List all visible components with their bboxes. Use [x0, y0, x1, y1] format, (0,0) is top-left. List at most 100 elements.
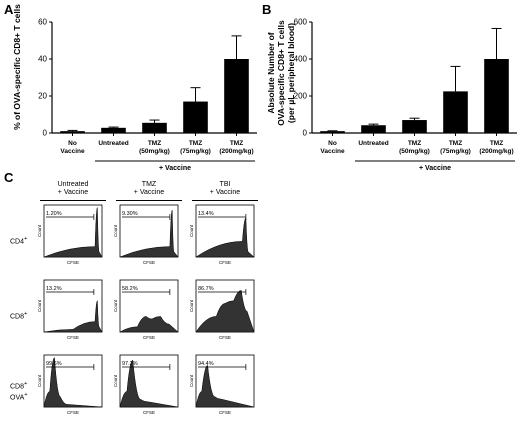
row-label-ova-text: OVA	[10, 394, 25, 402]
column-header-rule-1	[40, 200, 106, 201]
gate-percent-label: 13.4%	[198, 211, 214, 217]
histogram-distribution	[119, 359, 179, 408]
category-label: (50mg/kg)	[139, 148, 170, 155]
histogram-distribution	[195, 365, 255, 408]
cfse-axis-label: CFSE	[219, 410, 231, 415]
category-label: (200mg/kg)	[479, 148, 513, 155]
bar	[361, 125, 386, 133]
bar	[183, 101, 208, 133]
gate-percent-label: 99.6%	[46, 361, 62, 367]
column-header-tmz: TMZ + Vaccine	[116, 181, 182, 197]
category-label: (50mg/kg)	[399, 148, 430, 155]
bar	[320, 131, 345, 133]
bar	[402, 120, 427, 133]
panel-label-b: B	[262, 2, 272, 17]
gate-percent-label: 58.2%	[122, 286, 138, 292]
category-label: No	[68, 140, 77, 147]
row-label-cd4: CD4+	[10, 235, 27, 246]
row-label-cd8-ova: CD8+ OVA+	[10, 380, 28, 403]
category-label: TMZ	[148, 140, 161, 147]
cfse-axis-label: CFSE	[219, 335, 231, 340]
y-tick-label: 20	[38, 92, 47, 101]
y-tick-label: 40	[38, 55, 47, 64]
y-tick-label: 0	[303, 129, 308, 138]
cfse-axis-label: CFSE	[67, 410, 79, 415]
category-label: Vaccine	[60, 148, 85, 155]
count-axis-label: Count	[189, 224, 194, 237]
count-axis-label: Count	[37, 374, 42, 387]
column-header-tbi: TBI + Vaccine	[192, 181, 258, 197]
row-label-cd4-text: CD4	[10, 238, 25, 246]
category-label: Vaccine	[320, 148, 345, 155]
histogram-distribution	[195, 217, 255, 258]
histogram-distribution	[43, 207, 103, 258]
gate-percent-label: 1.20%	[46, 211, 62, 217]
row-label-cd4-sup: +	[24, 236, 28, 242]
cfse-axis-label: CFSE	[67, 260, 79, 265]
category-label: (75mg/kg)	[180, 148, 211, 155]
cfse-axis-label: CFSE	[143, 410, 155, 415]
gate-percent-label: 94.4%	[198, 361, 214, 367]
panel-label-c: C	[4, 170, 14, 185]
category-label: (200mg/kg)	[219, 148, 253, 155]
row-label-cd8-ova-sup: +	[24, 381, 28, 387]
column-header-rule-3	[192, 200, 258, 201]
column-header-untreated-line2: + Vaccine	[57, 189, 89, 196]
count-axis-label: Count	[37, 224, 42, 237]
panel-b-chart: Absolute Number of OVA-specific CD8+ T c…	[260, 0, 520, 170]
histogram-distribution	[119, 316, 179, 333]
column-header-tbi-line2: + Vaccine	[209, 189, 241, 196]
bar	[142, 122, 167, 133]
y-tick-label: 200	[294, 92, 308, 101]
bar	[101, 127, 126, 133]
vaccine-group-label: + Vaccine	[159, 165, 191, 170]
panel-label-a: A	[4, 2, 14, 17]
gate-percent-label: 86.7%	[198, 286, 214, 292]
column-header-tmz-line1: TMZ	[141, 181, 157, 188]
category-label: Untreated	[98, 140, 128, 147]
row-label-ova-sup: +	[24, 392, 28, 399]
count-axis-label: Count	[113, 299, 118, 312]
cfse-axis-label: CFSE	[143, 260, 155, 265]
column-header-tmz-line2: + Vaccine	[133, 189, 165, 196]
category-label: TMZ	[189, 140, 202, 147]
panel-c-histograms: Untreated + Vaccine TMZ + Vaccine TBI + …	[0, 175, 300, 430]
category-label: TMZ	[449, 140, 462, 147]
cfse-axis-label: CFSE	[67, 335, 79, 340]
histogram-distribution	[43, 357, 103, 408]
category-label: TMZ	[408, 140, 421, 147]
category-label: TMZ	[490, 140, 503, 147]
count-axis-label: Count	[113, 224, 118, 237]
row-label-cd8: CD8+	[10, 310, 27, 321]
gate-percent-label: 9.30%	[122, 211, 138, 217]
category-label: (75mg/kg)	[440, 148, 471, 155]
panel-a-chart: % of OVA-specific CD8+ T cells 0 20 40 60 No…	[0, 0, 260, 170]
cfse-axis-label: CFSE	[143, 335, 155, 340]
row-label-cd8-ova-text: CD8	[10, 383, 25, 391]
row-label-cd8-text: CD8	[10, 313, 25, 321]
histogram-grid: 1.20% CFSE Count 9.30% CFSE Count 13.4% CFSE Cou…	[37, 204, 255, 415]
count-axis-label: Count	[189, 299, 194, 312]
vaccine-group-label: + Vaccine	[419, 165, 451, 170]
column-header-untreated: Untreated + Vaccine	[40, 181, 106, 197]
count-axis-label: Count	[113, 374, 118, 387]
y-tick-label: 0	[43, 129, 48, 138]
count-axis-label: Count	[37, 299, 42, 312]
histogram-distribution	[195, 290, 255, 333]
category-label: Untreated	[358, 140, 388, 147]
cfse-axis-label: CFSE	[219, 260, 231, 265]
gate-percent-label: 97.2%	[122, 361, 138, 367]
y-tick-label: 60	[38, 18, 47, 27]
histogram-distribution	[119, 209, 179, 258]
y-tick-label: 400	[294, 55, 308, 64]
y-tick-label: 600	[294, 18, 308, 27]
histogram-distribution	[43, 300, 103, 333]
bar	[224, 59, 249, 133]
column-header-tbi-line1: TBI	[219, 181, 231, 188]
category-label: No	[328, 140, 337, 147]
column-header-untreated-line1: Untreated	[57, 181, 89, 188]
bar	[484, 59, 509, 133]
row-label-cd8-sup: +	[24, 311, 28, 317]
